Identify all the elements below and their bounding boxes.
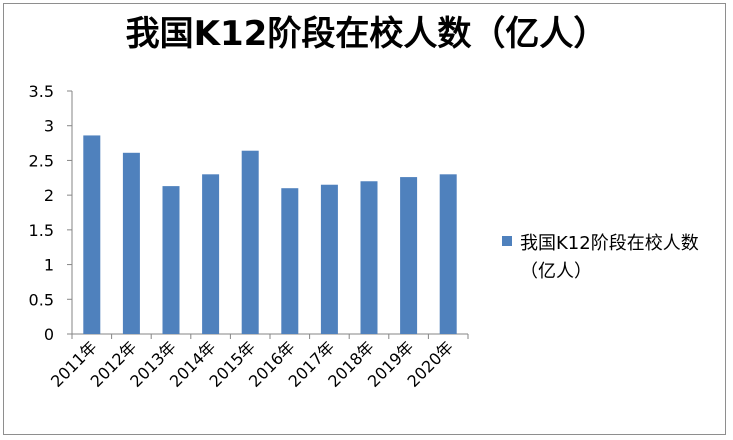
y-tick-label: 2 [44,186,54,205]
y-tick-label: 0.5 [29,290,54,309]
bar [83,135,101,334]
bar [400,177,418,334]
bar [360,181,378,334]
y-tick-label: 1.5 [29,221,54,240]
y-tick-label: 3.5 [29,82,54,101]
y-tick-label: 3 [44,117,54,136]
legend-label: 我国K12阶段在校人数（亿人） [520,233,699,282]
legend-swatch [502,236,512,246]
bar [320,184,338,334]
y-tick-label: 1 [44,256,54,275]
bar [202,174,220,334]
bar [162,186,180,334]
bar [281,188,299,334]
y-tick-label: 2.5 [29,151,54,170]
bar [122,152,140,334]
y-tick-label: 0 [44,325,54,344]
bar [439,174,457,334]
chart-title: 我国K12阶段在校人数（亿人） [125,14,608,54]
bar [241,150,259,334]
